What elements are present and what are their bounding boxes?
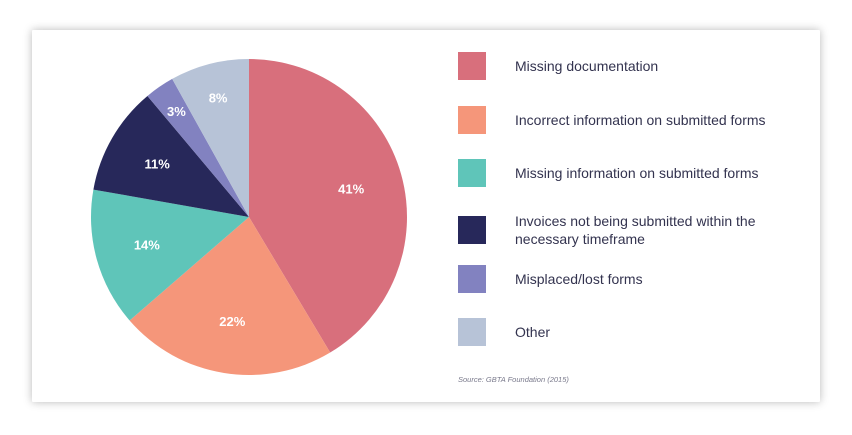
legend-swatch	[458, 318, 486, 346]
pie-slice-4	[93, 95, 249, 217]
pie-slice-2	[129, 217, 331, 376]
slice-value-label-4: 11%	[145, 157, 171, 172]
pie-slice-5	[147, 78, 249, 217]
legend-swatch	[458, 216, 486, 244]
source-note: Source: GBTA Foundation (2015)	[458, 375, 569, 384]
legend-item-5: Misplaced/lost forms	[458, 265, 795, 293]
slice-value-label-6: 8%	[209, 90, 228, 105]
legend-label: Incorrect information on submitted forms	[515, 112, 766, 128]
legend-swatch	[458, 106, 486, 134]
legend-item-1: Missing documentation	[458, 52, 795, 80]
pie-slice-6	[172, 59, 249, 217]
legend-label: Missing documentation	[515, 58, 659, 74]
legend-item-6: Other	[458, 318, 795, 346]
pie-slice-1	[249, 59, 408, 353]
legend-item-3: Missing information on submitted forms	[458, 159, 795, 187]
slice-value-label-5: 3%	[167, 104, 186, 119]
pie-chart: 41% 22% 14% 11% 3% 8%	[91, 59, 408, 376]
slice-value-label-2: 22%	[219, 314, 245, 329]
legend-item-4: Invoices not being submitted within the …	[458, 212, 795, 248]
slice-value-label-1: 41%	[338, 181, 364, 196]
chart-card: 41% 22% 14% 11% 3% 8% Missing documentation In…	[32, 30, 820, 402]
slice-value-label-3: 14%	[134, 238, 160, 253]
legend-swatch	[458, 52, 486, 80]
legend-label: Misplaced/lost forms	[515, 271, 643, 287]
pie-slice-3	[91, 189, 249, 321]
legend-item-2: Incorrect information on submitted forms	[458, 106, 795, 134]
legend-label: Invoices not being submitted within the …	[515, 213, 756, 247]
legend-label: Other	[515, 324, 551, 340]
legend-label: Missing information on submitted forms	[515, 165, 759, 181]
legend-swatch	[458, 265, 486, 293]
legend-swatch	[458, 159, 486, 187]
